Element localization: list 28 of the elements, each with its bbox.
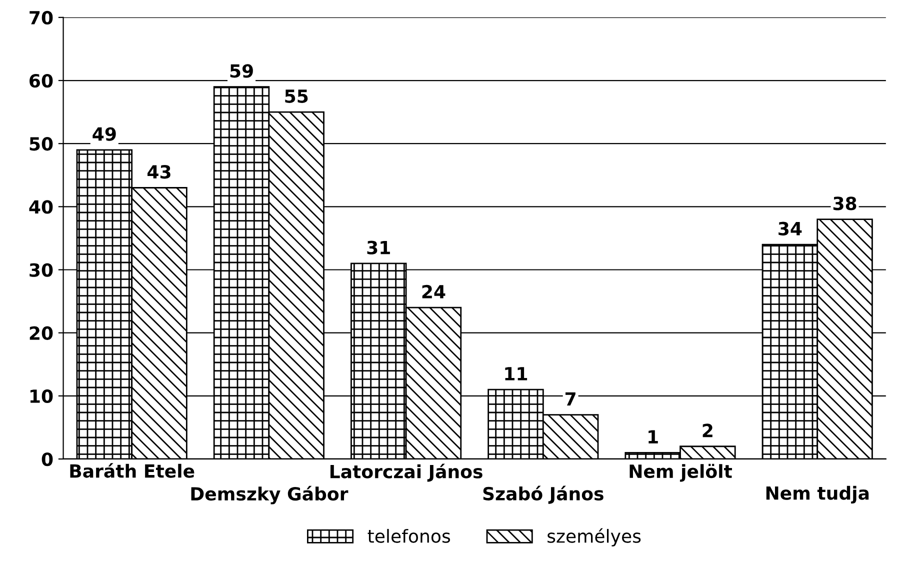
data-label: 43 xyxy=(148,165,170,179)
data-label: 59 xyxy=(230,64,253,78)
data-label: 11 xyxy=(505,367,528,380)
legend-label: személyes xyxy=(548,528,641,546)
x-tick-label: Demszky Gábor xyxy=(191,486,348,504)
data-label: 34 xyxy=(778,222,802,236)
data-label: 1 xyxy=(648,430,658,444)
data-label: 31 xyxy=(367,240,390,254)
x-tick-label: Nem jelölt xyxy=(630,464,732,482)
y-tick-label: 0 xyxy=(42,452,53,466)
data-label: 55 xyxy=(285,90,308,103)
legend-label: telefonos xyxy=(368,528,450,543)
y-tick-label: 70 xyxy=(30,10,53,25)
y-tick-label: 30 xyxy=(30,263,53,277)
x-tick-label: Baráth Etele xyxy=(70,463,194,478)
x-tick-label: Nem tudja xyxy=(766,486,869,504)
data-label: 2 xyxy=(702,424,712,438)
data-label: 24 xyxy=(422,284,446,298)
data-label: 49 xyxy=(92,127,116,141)
data-label: 7 xyxy=(566,392,576,406)
y-tick-label: 20 xyxy=(30,326,53,340)
x-tick-label: Latorczai János xyxy=(330,464,482,482)
data-label: 38 xyxy=(833,196,856,210)
y-tick-label: 10 xyxy=(30,389,53,404)
y-tick-label: 60 xyxy=(30,74,53,88)
x-tick-label: Szabó János xyxy=(483,486,604,504)
y-tick-label: 50 xyxy=(30,137,53,151)
y-tick-label: 40 xyxy=(29,200,53,214)
